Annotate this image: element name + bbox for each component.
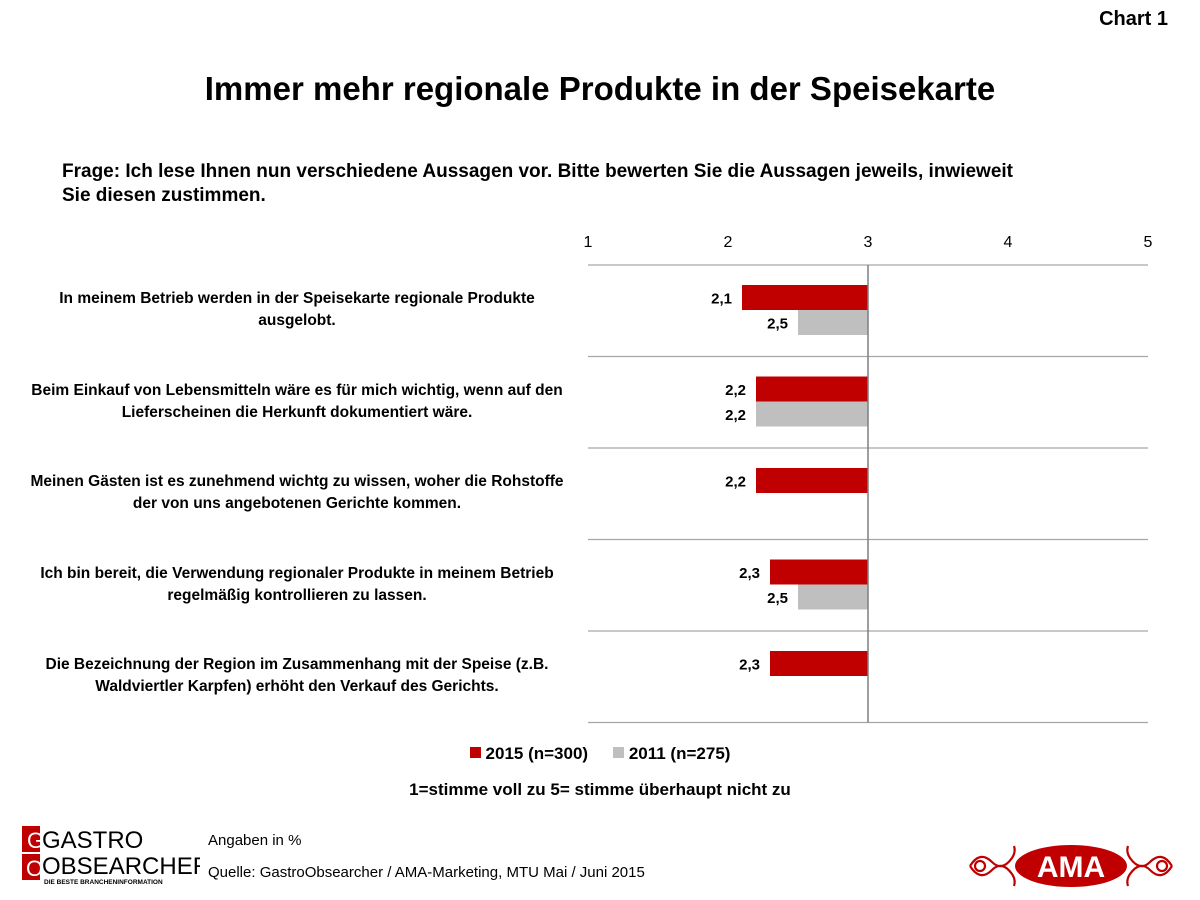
unit-note: Angaben in % bbox=[208, 832, 302, 849]
category-label: Die Bezeichnung der Region im Zusammenha… bbox=[45, 656, 549, 695]
logo-line2: OBSEARCHER bbox=[42, 853, 200, 880]
bar-2015 bbox=[742, 285, 868, 310]
category-label: In meinem Betrieb werden in der Speiseka… bbox=[59, 290, 535, 329]
data-label: 2,1 bbox=[711, 291, 732, 308]
legend-swatch-2011 bbox=[612, 747, 624, 758]
legend-swatch-2015 bbox=[469, 747, 481, 758]
x-tick-label: 1 bbox=[584, 234, 593, 251]
bar-2015 bbox=[756, 468, 868, 493]
category-label: Meinen Gästen ist es zunehmend wichtg zu… bbox=[30, 473, 564, 512]
data-label: 2,2 bbox=[725, 474, 746, 491]
category-label: Beim Einkauf von Lebensmitteln wäre es f… bbox=[31, 381, 563, 421]
chart-number-label: Chart 1 bbox=[1099, 8, 1168, 30]
data-label: 2,5 bbox=[767, 590, 788, 607]
legend-label-2015: 2015 (n=300) bbox=[485, 744, 589, 763]
logo-g-letter: G bbox=[27, 828, 44, 853]
bar-2011 bbox=[756, 401, 868, 427]
ornament-icon bbox=[969, 845, 1173, 887]
legend-item-2015: 2015 (n=300) bbox=[469, 744, 589, 763]
data-label: 2,2 bbox=[725, 407, 746, 424]
legend: 2015 (n=300) 2011 (n=275) bbox=[0, 744, 1200, 764]
data-label: 2,3 bbox=[739, 657, 760, 674]
x-tick-label: 3 bbox=[864, 234, 873, 251]
bar-2015 bbox=[770, 559, 868, 585]
logo-g-block bbox=[22, 826, 40, 852]
bar-2015 bbox=[770, 651, 868, 676]
scale-note: 1=stimme voll zu 5= stimme überhaupt nic… bbox=[409, 780, 791, 799]
ama-logo: AMA bbox=[969, 845, 1173, 887]
ama-ellipse bbox=[1015, 845, 1127, 887]
logo-o-letter: O bbox=[26, 856, 43, 881]
logo-tagline: DIE BESTE BRANCHENINFORMATION bbox=[44, 879, 163, 886]
x-tick-label: 4 bbox=[1004, 234, 1013, 251]
ama-logo-text: AMA bbox=[1037, 851, 1105, 884]
data-label: 2,3 bbox=[739, 565, 760, 582]
logo-line1: GASTRO bbox=[42, 827, 143, 854]
source-note: Quelle: GastroObsearcher / AMA-Marketing… bbox=[208, 864, 645, 881]
x-tick-label: 2 bbox=[724, 234, 733, 251]
legend-label-2011: 2011 (n=275) bbox=[628, 744, 731, 763]
bar-2011 bbox=[798, 310, 868, 335]
category-label: Ich bin bereit, die Verwendung regionale… bbox=[40, 564, 554, 604]
legend-item-2011: 2011 (n=275) bbox=[612, 744, 731, 763]
data-label: 2,5 bbox=[767, 316, 788, 333]
chart-title: Immer mehr regionale Produkte in der Spe… bbox=[204, 70, 996, 107]
bar-2015 bbox=[756, 376, 868, 402]
bar-2011 bbox=[798, 584, 868, 610]
question-text: Frage: Ich lese Ihnen nun verschiedene A… bbox=[62, 161, 1014, 206]
logo-o-block bbox=[22, 854, 40, 880]
data-label: 2,2 bbox=[725, 382, 746, 399]
gastroobsearcher-logo: G O GASTRO OBSEARCHER DIE BESTE BRANCHEN… bbox=[22, 826, 200, 886]
x-tick-label: 5 bbox=[1144, 234, 1153, 251]
